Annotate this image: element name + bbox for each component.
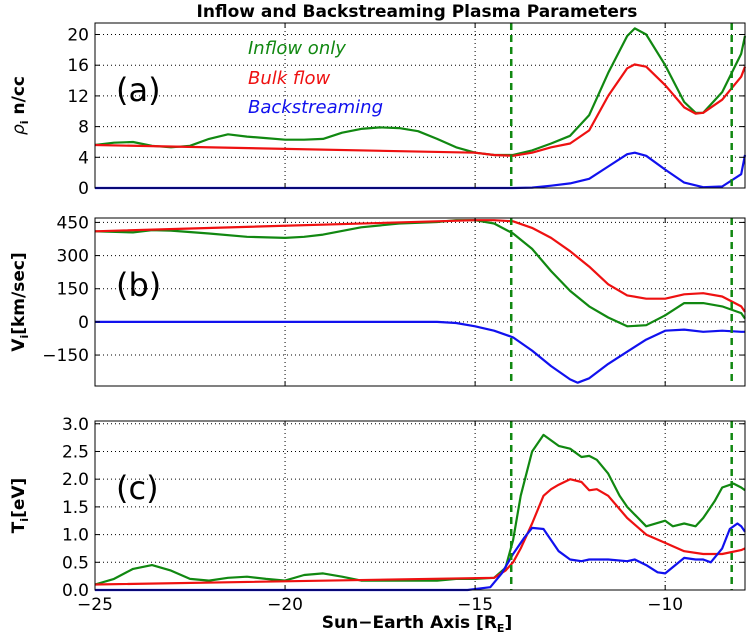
series-line-bulk [94, 219, 746, 313]
legend-item-bulk: Bulk flow [248, 68, 331, 89]
legend: Inflow only Bulk flow Backstreaming [248, 38, 383, 118]
panel-c: 0.0 0.5 1.0 1.5 2.0 2.5 3.0 −25 −20 −15 −10 (c) Ti[e… [9, 415, 746, 615]
y-tick-label: 450 [57, 213, 89, 233]
y-tick-label: 0.0 [62, 581, 89, 601]
x-axis-label-main: Sun−Earth Axis [R [322, 613, 497, 633]
y-axis-label-sub: i [18, 120, 31, 124]
x-axis-label-end: ] [504, 613, 512, 633]
y-tick-label: 0 [78, 179, 89, 199]
y-axis-label-rest: n/cc [9, 76, 29, 120]
x-tick-label: −15 [457, 595, 493, 615]
y-tick-label: 20 [67, 26, 89, 46]
y-tick-label: 2.0 [62, 470, 89, 490]
y-tick-label: 150 [57, 280, 89, 300]
y-axis-label-sub: i [18, 335, 31, 339]
series-line-back [95, 151, 747, 190]
panel-label: (b) [116, 266, 161, 304]
y-axis-label-rest: [eV] [9, 478, 29, 518]
series-line-back [95, 522, 746, 592]
panel-label: (c) [116, 469, 159, 507]
axes-frame [94, 217, 746, 387]
y-tick-label: 1.5 [62, 498, 89, 518]
x-tick-label: −10 [647, 595, 683, 615]
y-tick-label: 3.0 [62, 415, 89, 435]
y-tick-label: 1.0 [62, 526, 89, 546]
y-tick-label: 300 [57, 247, 89, 267]
x-axis-label: Sun−Earth Axis [RE] [322, 613, 512, 635]
series-line-bulk [94, 63, 747, 157]
series-line-inflow [94, 219, 746, 328]
y-axis-label-rest: [km/sec] [9, 252, 29, 335]
legend-item-back: Backstreaming [248, 97, 383, 118]
y-tick-label: 2.5 [62, 442, 89, 462]
series-line-inflow [94, 27, 747, 157]
y-tick-label: 8 [78, 118, 89, 138]
legend-item-inflow: Inflow only [248, 38, 346, 59]
panel-label: (a) [116, 71, 161, 109]
y-tick-label: 0.5 [62, 553, 89, 573]
y-axis-label: ρi n/cc [9, 76, 31, 135]
panel-b: −150 0 150 300 450 (b) Vi[km/sec] [9, 213, 746, 387]
series-line-inflow [94, 433, 746, 586]
series-line-back [95, 320, 745, 384]
y-axis-label-main: ρ [9, 124, 29, 135]
series-line-bulk [94, 478, 746, 586]
y-tick-label: 4 [78, 148, 89, 168]
axes-frame [94, 22, 746, 189]
panel-a: 0 4 8 12 16 20 (a) ρi n/cc [9, 22, 747, 199]
y-tick-label: 16 [67, 56, 89, 76]
x-axis-label-sub: E [497, 622, 505, 635]
y-axis-label-sub: i [18, 518, 31, 522]
y-axis-label: Ti[eV] [9, 478, 31, 534]
y-tick-label: −150 [42, 346, 89, 366]
y-axis-label-main: V [9, 338, 29, 352]
y-axis-label: Vi[km/sec] [9, 252, 31, 351]
y-axis-label-main: T [9, 521, 29, 533]
chart-title: Inflow and Backstreaming Plasma Paramete… [197, 2, 638, 22]
y-tick-label: 12 [67, 87, 89, 107]
axes-frame [94, 420, 746, 591]
y-tick-label: 0 [78, 313, 89, 333]
x-tick-label: −20 [267, 595, 303, 615]
x-tick-label: −25 [77, 595, 113, 615]
